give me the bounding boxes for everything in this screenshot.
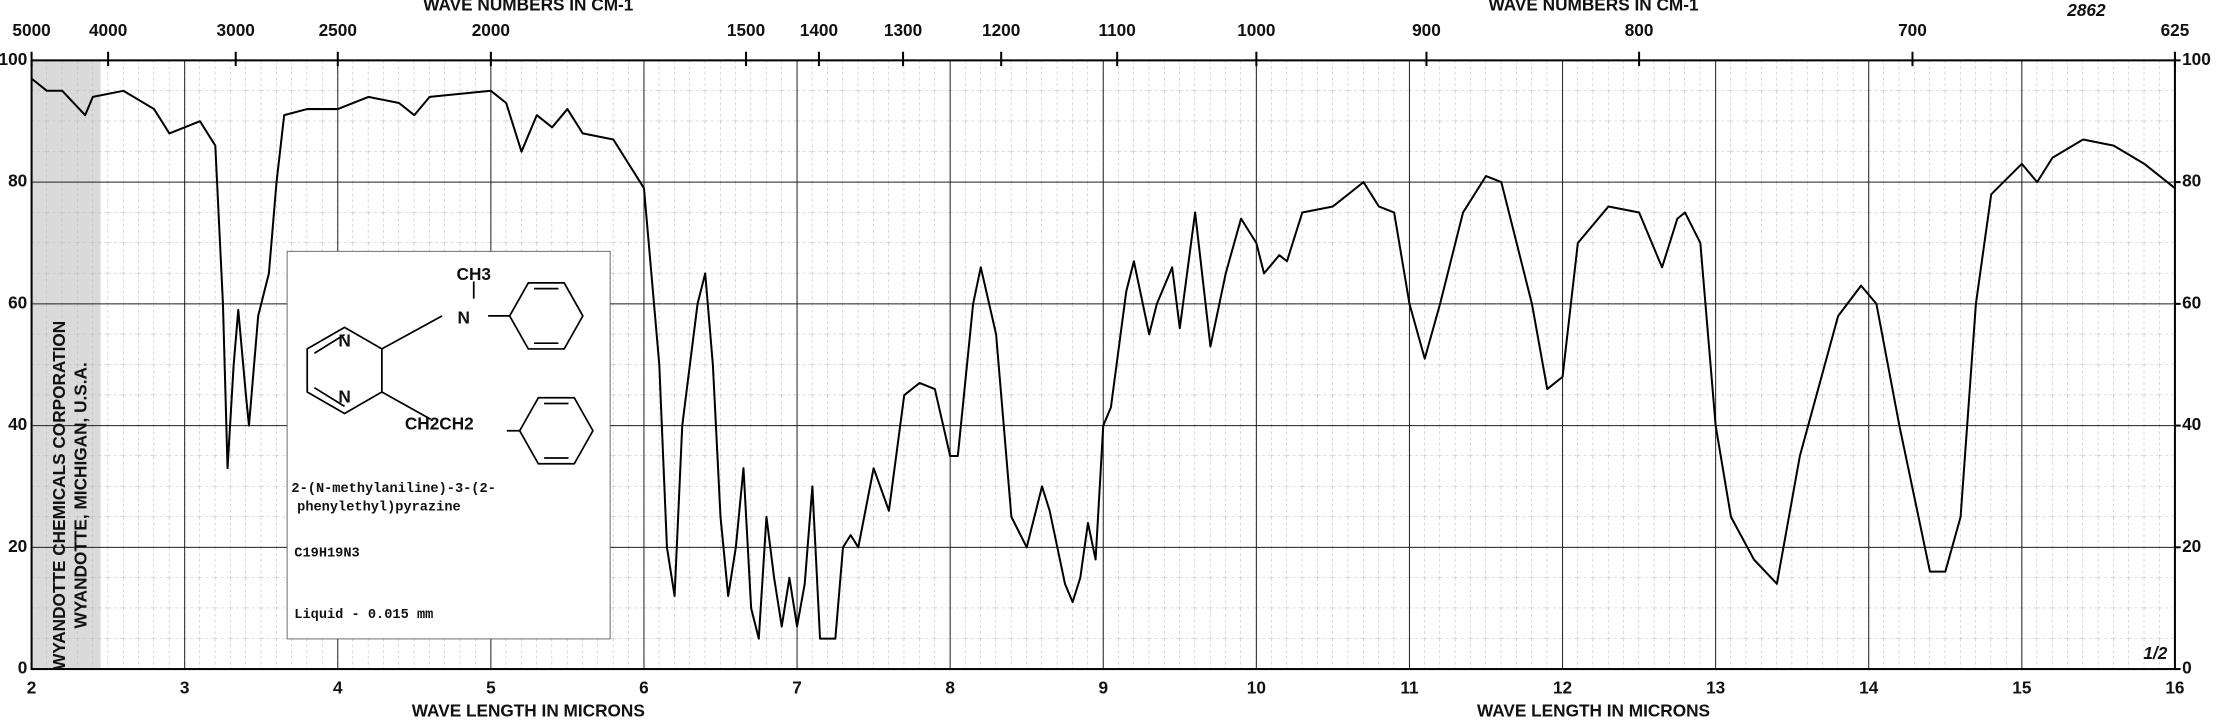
formula: C19H19N3 [294, 546, 359, 561]
atom-label: N [338, 386, 350, 406]
y-tick-label: 40 [8, 414, 27, 434]
y2-tick-label: 80 [2182, 171, 2201, 191]
side-label: WYANDOTTE, MICHIGAN, U.S.A. [70, 362, 90, 628]
top-tick-label: 625 [2161, 20, 2190, 40]
top-tick-label: 2000 [472, 20, 510, 40]
x-tick-label: 16 [2165, 678, 2184, 698]
y2-tick-label: 100 [2182, 49, 2211, 69]
atom-label: CH3 [457, 264, 491, 284]
shaded-band [31, 60, 101, 670]
y-tick-label: 0 [18, 658, 28, 678]
x-tick-label: 5 [486, 678, 496, 698]
y2-tick-label: 0 [2182, 658, 2192, 678]
x-tick-label: 10 [1247, 678, 1266, 698]
x-tick-label: 11 [1400, 678, 1419, 698]
top-tick-label: 700 [1898, 20, 1927, 40]
x-axis-label: WAVE LENGTH IN MICRONS [1477, 701, 1710, 721]
y-tick-label: 60 [8, 292, 27, 312]
x-tick-label: 13 [1706, 678, 1725, 698]
y-tick-label: 20 [8, 536, 27, 556]
top-tick-label: 2500 [319, 20, 357, 40]
plot-frame [30, 59, 2176, 671]
x-tick-label: 3 [180, 678, 190, 698]
compound-name: 2-(N-methylaniline)-3-(2- [291, 482, 495, 497]
atom-label: N [338, 330, 350, 350]
atom-label: CH2CH2 [405, 414, 474, 434]
top-tick-label: 1000 [1237, 20, 1275, 40]
sample-note: Liquid - 0.015 mm [294, 608, 433, 623]
top-axis-label: WAVE NUMBERS IN CM-1 [1488, 0, 1699, 14]
x-tick-label: 7 [792, 678, 802, 698]
x-tick-label: 2 [27, 678, 37, 698]
top-tick-label: 1100 [1098, 20, 1135, 40]
top-tick-label: 5000 [12, 20, 50, 40]
y-tick-label: 80 [8, 171, 27, 191]
x-axis-label: WAVE LENGTH IN MICRONS [412, 701, 645, 721]
side-label: WYANDOTTE CHEMICALS CORPORATION [49, 321, 69, 670]
atom-label: N [457, 307, 469, 327]
structure [306, 281, 594, 465]
top-tick-label: 1300 [884, 20, 922, 40]
top-tick-label: 1400 [800, 20, 838, 40]
y2-tick-label: 20 [2182, 536, 2201, 556]
inset-box [286, 250, 611, 640]
x-tick-label: 14 [1859, 678, 1879, 698]
compound-name: phenylethyl)pyrazine [297, 500, 461, 515]
y-tick-label: 100 [0, 49, 27, 69]
y2-tick-label: 60 [2182, 292, 2201, 312]
spectrum-line [30, 77, 2176, 640]
top-tick-label: 800 [1625, 20, 1654, 40]
inset: N N N CH3 CH2CH2 2-(N-methylaniline)-3-(… [286, 250, 611, 640]
x-tick-label: 12 [1553, 678, 1572, 698]
page-note: 1/2 [2143, 643, 2167, 663]
top-tick-label: 4000 [89, 20, 127, 40]
top-tick-label: 1500 [727, 20, 765, 40]
handwritten-number: 2862 [2066, 0, 2106, 20]
x-tick-label: 4 [333, 678, 343, 698]
top-tick-label: 3000 [217, 20, 255, 40]
top-tick-label: 1200 [982, 20, 1020, 40]
x-tick-label: 15 [2012, 678, 2032, 698]
y2-tick-label: 40 [2182, 414, 2201, 434]
x-tick-label: 8 [945, 678, 955, 698]
x-tick-label: 6 [639, 678, 649, 698]
top-tick-label: 900 [1412, 20, 1441, 40]
x-tick-label: 9 [1098, 678, 1108, 698]
top-axis-label: WAVE NUMBERS IN CM-1 [423, 0, 634, 14]
